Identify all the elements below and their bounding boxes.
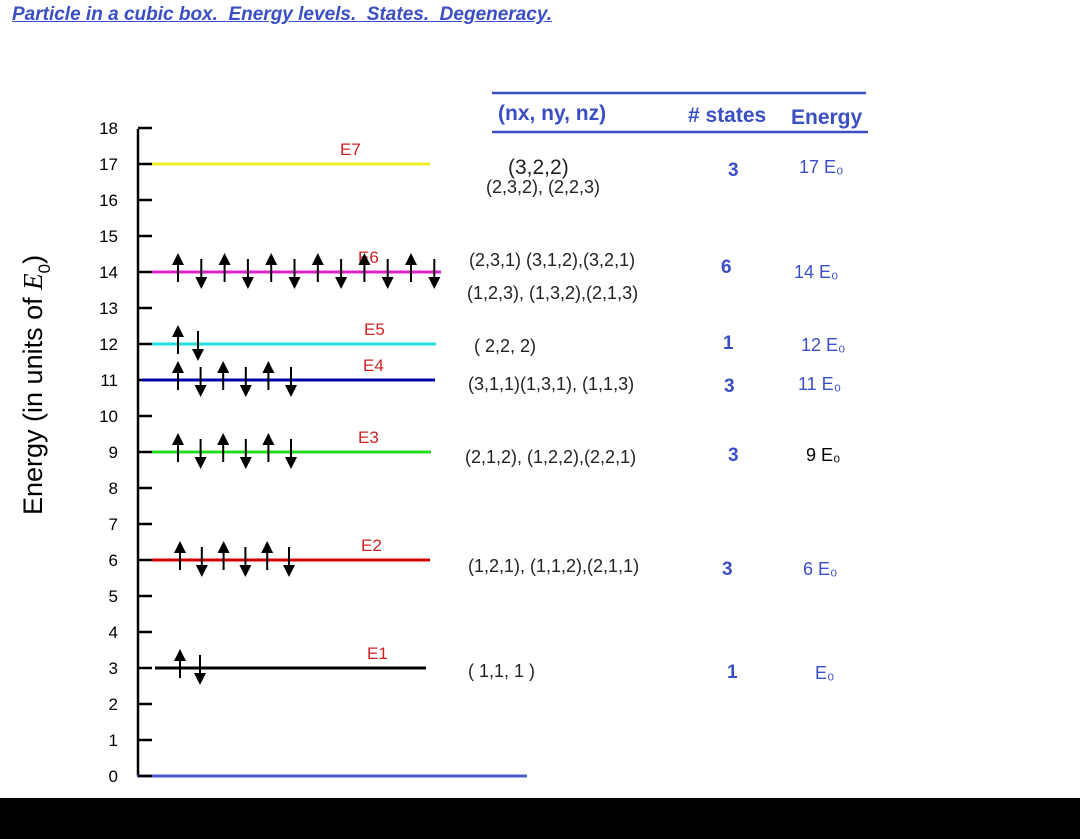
- y-tick-label: 9: [109, 443, 118, 462]
- num-states-value: 1: [723, 333, 734, 354]
- energy-level-e6: E6: [152, 248, 441, 289]
- table-row: (2,1,2), (1,2,2),(2,2,1) 3 9 E₀: [465, 445, 841, 467]
- quantum-state-list: (3,1,1)(1,3,1), (1,1,3): [468, 374, 634, 394]
- num-states-value: 3: [722, 559, 733, 580]
- level-label: E2: [361, 536, 382, 555]
- table-row: (3,2,2)(2,3,2), (2,2,3) 3 17 E₀: [486, 156, 844, 197]
- header-energy: Energy: [791, 106, 863, 129]
- level-label: E6: [358, 248, 379, 267]
- num-states-value: 1: [727, 662, 738, 683]
- quantum-state-list: (2,3,2), (2,2,3): [486, 177, 600, 197]
- y-tick-label: 14: [99, 263, 118, 282]
- energy-level-diagram: Energy (in units of E0) 0123456789101112…: [18, 91, 868, 786]
- y-tick-label: 1: [109, 731, 118, 750]
- quantum-state-list: (3,2,2): [508, 156, 569, 179]
- quantum-state-list: (2,1,2), (1,2,2),(2,2,1): [465, 447, 636, 467]
- quantum-state-list: ( 2,2, 2): [474, 336, 536, 356]
- energy-level-e2: E2: [152, 536, 430, 577]
- quantum-state-list: (2,3,1) (3,1,2),(3,2,1): [469, 250, 635, 270]
- y-tick-label: 18: [99, 119, 118, 138]
- y-tick-label: 0: [109, 767, 118, 786]
- energy-level-e4: E4: [142, 356, 435, 397]
- bottom-bar: [0, 798, 1080, 839]
- y-tick-label: 15: [99, 227, 118, 246]
- table-row: (3,1,1)(1,3,1), (1,1,3) 3 11 E₀: [468, 374, 841, 397]
- table-row: (2,3,1) (3,1,2),(3,2,1) (1,2,3), (1,3,2),…: [467, 250, 839, 303]
- header-states: # states: [688, 104, 766, 127]
- energy-value: 11 E₀: [798, 374, 841, 394]
- y-tick-label: 16: [99, 191, 118, 210]
- y-tick-label: 5: [109, 587, 118, 606]
- energy-value: 12 E₀: [801, 335, 846, 355]
- y-tick-label: 2: [109, 695, 118, 714]
- y-tick-label: 8: [109, 479, 118, 498]
- y-tick-label: 17: [99, 155, 118, 174]
- table-row: ( 2,2, 2) 1 12 E₀: [474, 333, 846, 356]
- energy-level-e1: E1: [155, 644, 426, 685]
- table-row: ( 1,1, 1 ) 1 E₀: [468, 661, 834, 683]
- energy-level-e7: E7: [152, 140, 430, 166]
- energy-value: E₀: [815, 663, 834, 683]
- level-label: E4: [363, 356, 384, 375]
- energy-level-e5: E5: [152, 320, 436, 361]
- level-label: E3: [358, 428, 379, 447]
- num-states-value: 3: [728, 160, 739, 181]
- y-axis-subscript: 0: [35, 264, 54, 273]
- num-states-value: 6: [721, 257, 732, 278]
- y-axis-symbol: E: [18, 273, 48, 291]
- y-tick-label: 10: [99, 407, 118, 426]
- energy-value: 17 E₀: [799, 157, 844, 177]
- level-label: E7: [340, 140, 361, 159]
- y-tick-label: 7: [109, 515, 118, 534]
- level-label: E5: [364, 320, 385, 339]
- quantum-state-list: ( 1,1, 1 ): [468, 661, 535, 681]
- num-states-value: 3: [724, 376, 735, 397]
- energy-level-e3: E3: [152, 428, 431, 469]
- num-states-value: 3: [728, 445, 739, 466]
- energy-value: 9 E₀: [806, 445, 841, 465]
- y-axis-label: Energy (in units of E0): [18, 255, 54, 515]
- energy-value: 14 E₀: [794, 262, 839, 282]
- table-row: (1,2,1), (1,1,2),(2,1,1) 3 6 E₀: [468, 556, 838, 580]
- quantum-state-list: (1,2,1), (1,1,2),(2,1,1): [468, 556, 639, 576]
- y-tick-label: 12: [99, 335, 118, 354]
- level-label: E1: [367, 644, 388, 663]
- quantum-state-list: (1,2,3), (1,3,2),(2,1,3): [467, 283, 638, 303]
- y-tick-label: 4: [109, 623, 118, 642]
- y-tick-label: 3: [109, 659, 118, 678]
- energy-value: 6 E₀: [803, 559, 838, 579]
- y-tick-label: 13: [99, 299, 118, 318]
- page-title: Particle in a cubic box. Energy levels. …: [12, 4, 552, 25]
- y-tick-label: 6: [109, 551, 118, 570]
- header-quantum-numbers: (nx, ny, nz): [498, 102, 606, 125]
- y-tick-label: 11: [100, 371, 118, 390]
